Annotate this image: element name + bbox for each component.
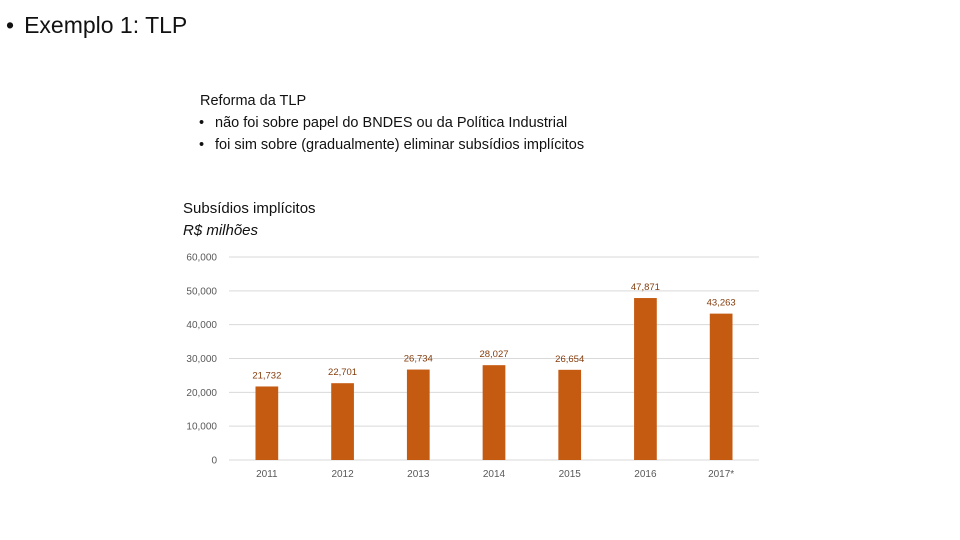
- data-label: 22,701: [328, 367, 357, 378]
- bar: [331, 383, 354, 460]
- bar: [482, 365, 506, 460]
- x-tick-label: 2011: [256, 469, 278, 480]
- reform-point: • não foi sobre papel do BNDES ou da Polí…: [199, 112, 584, 134]
- data-label: 43,263: [707, 298, 736, 309]
- x-tick-label: 2013: [407, 469, 430, 480]
- slide-title: • Exemplo 1: TLP: [6, 12, 187, 39]
- y-tick-label: 40,000: [186, 320, 217, 331]
- reform-point: • foi sim sobre (gradualmente) eliminar s…: [199, 134, 585, 156]
- x-tick-label: 2015: [559, 469, 582, 480]
- reform-points: • não foi sobre papel do BNDES ou da Polí…: [199, 112, 585, 156]
- bar: [634, 298, 657, 460]
- x-tick-label: 2014: [483, 469, 506, 480]
- reform-point-text: não foi sobre papel do BNDES ou da Polít…: [215, 115, 568, 131]
- data-label: 26,654: [555, 354, 584, 365]
- bar: [558, 369, 582, 460]
- data-label: 28,027: [479, 349, 508, 360]
- bar: [255, 386, 279, 460]
- y-tick-label: 30,000: [186, 354, 217, 365]
- chart-units: R$ milhões: [183, 222, 259, 239]
- y-tick-label: 10,000: [186, 422, 217, 433]
- x-tick-label: 2017*: [708, 469, 734, 480]
- data-label: 47,871: [631, 282, 660, 293]
- title-bullet: •: [6, 12, 15, 38]
- slide-title-text: Exemplo 1: TLP: [24, 12, 188, 38]
- y-tick-label: 0: [211, 456, 217, 467]
- chart-title: Subsídios implícitos: [183, 200, 316, 217]
- x-tick-label: 2012: [331, 469, 354, 480]
- y-tick-label: 60,000: [186, 253, 217, 264]
- reform-heading: Reforma da TLP: [200, 93, 307, 109]
- y-tick-label: 50,000: [186, 286, 217, 297]
- y-tick-label: 20,000: [186, 388, 217, 399]
- bullet-icon: •: [199, 137, 205, 153]
- bar: [406, 369, 430, 460]
- data-label: 26,734: [404, 354, 433, 365]
- reform-point-text: foi sim sobre (gradualmente) eliminar su…: [215, 137, 585, 153]
- reform-block: Reforma da TLP • não foi sobre papel do B…: [199, 90, 585, 156]
- x-tick-label: 2016: [634, 469, 657, 480]
- bullet-icon: •: [199, 115, 205, 131]
- data-label: 21,732: [252, 370, 281, 381]
- bar: [709, 313, 733, 460]
